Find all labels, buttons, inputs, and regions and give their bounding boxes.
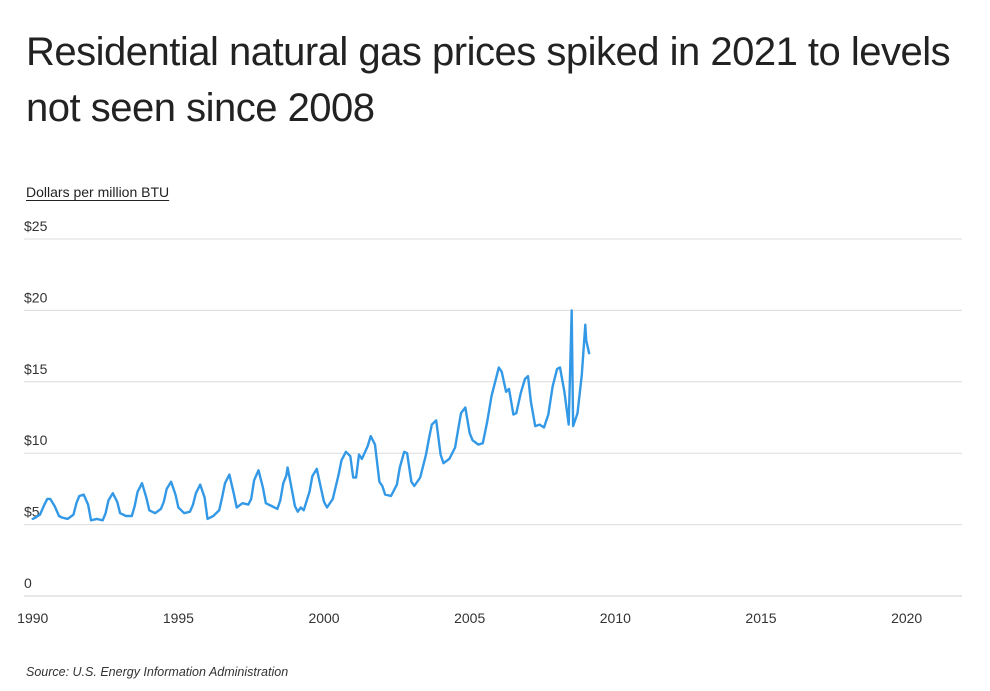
x-tick-label: 1990 [17,610,48,626]
y-tick-label: $5 [24,504,40,520]
x-tick-label: 1995 [163,610,194,626]
y-tick-label: $25 [24,218,48,234]
source-note: Source: U.S. Energy Information Administ… [26,665,289,679]
chart-title: Residential natural gas prices spiked in… [26,30,951,130]
y-tick-label: $20 [24,289,48,305]
x-tick-label: 2020 [891,610,922,626]
series-line [31,309,591,522]
y-tick-label: $10 [24,432,48,448]
x-tick-label: 2010 [600,610,631,626]
x-tick-label: 2000 [308,610,339,626]
y-tick-label: 0 [24,575,32,591]
x-tick-labels: 1990 1995 2000 2005 2010 2015 2020 [17,610,922,626]
x-tick-label: 2015 [745,610,776,626]
y-axis-label: Dollars per million BTU [26,184,170,200]
y-tick-label: $15 [24,361,48,377]
y-tick-labels: 0 $5 $10 $15 $20 $25 [24,218,48,591]
grid-lines [24,238,962,597]
x-tick-label: 2005 [454,610,485,626]
